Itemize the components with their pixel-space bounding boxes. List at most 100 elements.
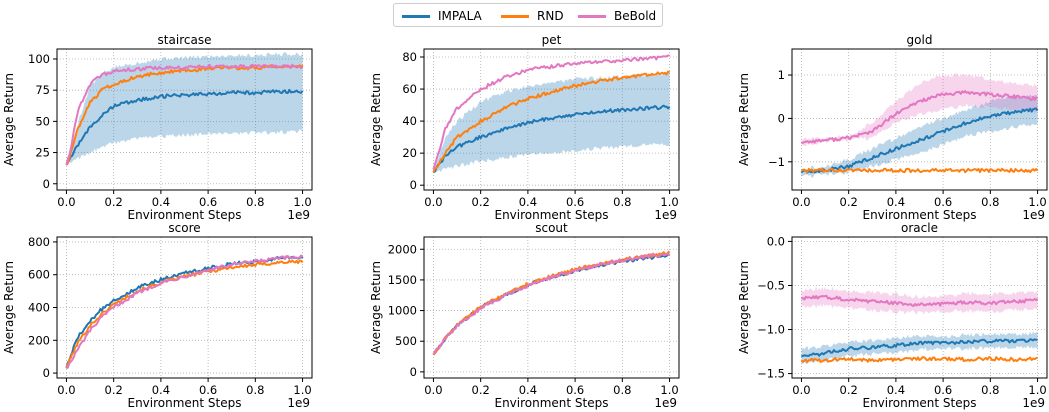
axes-frame (791, 236, 1048, 379)
x-multiplier: 1e9 (1022, 208, 1045, 222)
y-tick-label: 2000 (388, 242, 417, 256)
panel-gold: 0.0 0.2 0.4 0.6 0.8 1.0 −1 0 1 gold Environment St… (737, 33, 1048, 222)
band-impala (801, 94, 1038, 178)
y-axis-label: Average Return (737, 261, 751, 354)
y-tick-label: 800 (28, 235, 50, 249)
x-tick-label: 0.8 (613, 383, 631, 397)
band-impala (433, 71, 670, 174)
legend-label-impala: IMPALA (438, 9, 482, 23)
panel-pet: 0.0 0.2 0.4 0.6 0.8 1.0 0 20 40 60 80 pet Environmen… (369, 33, 680, 222)
y-tick-label: 1000 (388, 304, 417, 318)
y-axis-label: Average Return (369, 261, 383, 354)
x-tick-label: 1.0 (660, 383, 678, 397)
x-tick-label: 0.6 (199, 383, 217, 397)
x-tick-label: 0.8 (246, 195, 264, 209)
y-tick-label: −1.0 (757, 323, 785, 337)
panel-score: 0.0 0.2 0.4 0.6 0.8 1.0 0 200 400 600 800 score Envi… (2, 221, 313, 410)
axes-frame (791, 48, 1048, 191)
band-bebold (801, 73, 1038, 147)
x-multiplier: 1e9 (654, 208, 677, 222)
x-multiplier: 1e9 (287, 396, 310, 410)
y-tick-label: 0 (778, 111, 785, 125)
x-tick-label: 0.6 (934, 195, 952, 209)
x-tick-label: 0.4 (519, 195, 537, 209)
y-tick-label: 60 (402, 82, 417, 96)
legend-label-bebold: BeBold (614, 9, 657, 23)
x-axis-label: Environment Steps (494, 396, 608, 410)
y-tick-label: 80 (402, 50, 417, 64)
line-impala (800, 107, 1039, 174)
x-tick-label: 0.0 (424, 383, 442, 397)
x-axis-label: Environment Steps (862, 396, 976, 410)
y-tick-label: 25 (35, 146, 50, 160)
y-axis-label: Average Return (369, 73, 383, 166)
y-tick-label: 0.0 (767, 234, 785, 248)
line-bebold (66, 254, 304, 370)
x-tick-label: 1.0 (293, 195, 311, 209)
x-tick-label: 1.0 (293, 383, 311, 397)
panel-staircase: 0.0 0.2 0.4 0.6 0.8 1.0 0 25 50 75 100 staircase Env… (2, 33, 313, 222)
x-tick-label: 0.6 (199, 195, 217, 209)
line-bebold (65, 63, 303, 166)
y-tick-label: 0 (410, 178, 417, 192)
x-tick-label: 0.8 (613, 195, 631, 209)
legend-swatch-impala (402, 15, 430, 18)
x-tick-label: 1.0 (1028, 195, 1046, 209)
panel-title: pet (542, 33, 562, 47)
line-bebold (800, 294, 1039, 307)
y-axis-label: Average Return (2, 73, 16, 166)
x-axis-label: Environment Steps (862, 208, 976, 222)
y-tick-label: 20 (402, 146, 417, 160)
panel-title: oracle (901, 221, 938, 235)
y-tick-label: 40 (402, 114, 417, 128)
y-tick-label: 100 (28, 52, 50, 66)
line-impala (432, 253, 670, 356)
x-tick-label: 0.6 (566, 383, 584, 397)
x-multiplier: 1e9 (287, 208, 310, 222)
x-tick-label: 0.0 (792, 383, 810, 397)
line-bebold (432, 252, 671, 356)
panel-scout: 0.0 0.2 0.4 0.6 0.8 1.0 0 500 1000 1500 2000 scout E… (369, 221, 680, 410)
axes-frame (423, 48, 680, 191)
x-tick-label: 0.2 (105, 195, 123, 209)
panel-title: staircase (158, 33, 212, 47)
y-tick-label: 1500 (388, 273, 417, 287)
x-tick-label: 0.2 (472, 383, 490, 397)
line-rnd (432, 70, 671, 173)
x-axis-label: Environment Steps (127, 208, 241, 222)
x-tick-label: 0.6 (934, 383, 952, 397)
x-tick-label: 0.4 (887, 383, 905, 397)
y-tick-label: 200 (28, 333, 50, 347)
x-tick-label: 0.4 (519, 383, 537, 397)
legend: IMPALA RND BeBold (393, 3, 663, 27)
line-bebold (432, 54, 670, 170)
line-rnd (65, 259, 304, 369)
y-tick-label: −1.5 (757, 367, 785, 381)
line-rnd (801, 167, 1039, 174)
line-bebold (801, 90, 1039, 144)
line-impala (65, 88, 304, 166)
legend-swatch-bebold (578, 15, 606, 18)
x-tick-label: 0.4 (887, 195, 905, 209)
x-tick-label: 1.0 (660, 195, 678, 209)
panel-title: gold (907, 33, 933, 47)
y-tick-label: −1 (768, 155, 785, 169)
line-impala (432, 104, 671, 174)
line-rnd (432, 250, 671, 356)
x-multiplier: 1e9 (654, 396, 677, 410)
x-tick-label: 0.2 (105, 383, 123, 397)
band-bebold (801, 287, 1038, 315)
x-tick-label: 0.6 (566, 195, 584, 209)
band-impala (801, 331, 1038, 365)
x-tick-label: 1.0 (1028, 383, 1046, 397)
panel-title: scout (535, 221, 568, 235)
legend-label-rnd: RND (537, 9, 564, 23)
y-tick-label: 75 (35, 83, 50, 97)
y-tick-label: 0 (43, 177, 50, 191)
x-tick-label: 0.8 (981, 195, 999, 209)
axes-frame (56, 48, 313, 191)
y-axis-label: Average Return (737, 73, 751, 166)
y-tick-label: −0.5 (757, 278, 785, 292)
x-tick-label: 0.4 (152, 383, 170, 397)
y-tick-label: 0 (410, 365, 417, 379)
